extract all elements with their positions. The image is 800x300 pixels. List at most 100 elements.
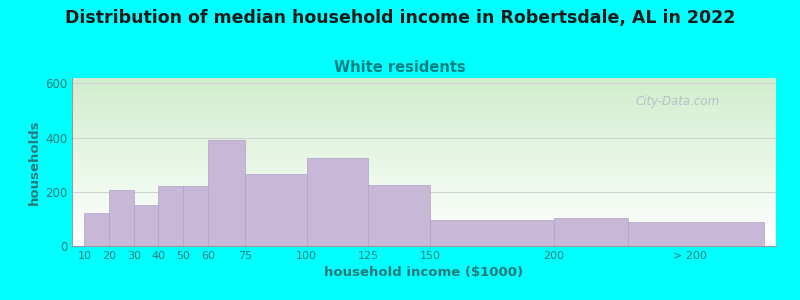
Bar [72, 236, 776, 237]
Bar [72, 180, 776, 181]
Bar [72, 226, 776, 227]
Bar [72, 238, 776, 239]
Bar [72, 201, 776, 202]
Bar [72, 124, 776, 125]
Bar [72, 94, 776, 95]
Bar [72, 183, 776, 184]
Bar [72, 105, 776, 106]
Bar [72, 202, 776, 203]
Bar [72, 223, 776, 224]
Bar [72, 229, 776, 230]
Bar [72, 78, 776, 79]
Bar [430, 220, 554, 246]
Bar [72, 80, 776, 81]
Bar [72, 133, 776, 134]
Bar [158, 186, 183, 246]
Bar [72, 85, 776, 86]
Bar [72, 215, 776, 216]
Bar [72, 85, 776, 86]
Bar [72, 242, 776, 243]
Bar [84, 214, 109, 246]
Bar [72, 178, 776, 179]
Bar [72, 193, 776, 194]
Bar [72, 123, 776, 124]
Bar [72, 129, 776, 130]
Bar [72, 138, 776, 139]
Bar [72, 174, 776, 175]
Bar [208, 140, 245, 246]
Bar [306, 158, 369, 246]
Bar [72, 184, 776, 185]
Bar [72, 163, 776, 164]
Bar [72, 132, 776, 133]
Bar [72, 92, 776, 93]
Bar [72, 166, 776, 167]
Bar [134, 206, 158, 246]
Bar [72, 167, 776, 168]
Bar [72, 99, 776, 100]
Bar [72, 117, 776, 118]
Bar [72, 81, 776, 82]
Bar [72, 241, 776, 242]
Bar [72, 109, 776, 110]
Bar [72, 176, 776, 177]
Y-axis label: households: households [28, 119, 41, 205]
Bar [72, 108, 776, 109]
Bar [72, 225, 776, 226]
Bar [72, 139, 776, 140]
Bar [72, 150, 776, 151]
Bar [72, 205, 776, 206]
Bar [72, 152, 776, 153]
Bar [72, 82, 776, 83]
Bar [72, 188, 776, 189]
Bar [72, 95, 776, 96]
Bar [72, 203, 776, 204]
Bar [72, 148, 776, 149]
Bar [72, 125, 776, 126]
Bar [72, 232, 776, 233]
Bar [72, 161, 776, 162]
Bar [72, 113, 776, 114]
Bar [72, 87, 776, 88]
Bar [72, 119, 776, 120]
Bar [72, 244, 776, 245]
Bar [72, 121, 776, 122]
Bar [72, 195, 776, 196]
Bar [72, 103, 776, 104]
Bar [72, 171, 776, 172]
Bar [72, 214, 776, 215]
Bar [72, 206, 776, 207]
Bar [72, 91, 776, 92]
Text: City-Data.com: City-Data.com [635, 95, 719, 108]
Bar [72, 216, 776, 217]
Bar [72, 175, 776, 176]
Bar [554, 218, 628, 246]
Bar [72, 197, 776, 198]
Bar [72, 86, 776, 87]
Bar [72, 100, 776, 101]
Bar [72, 79, 776, 80]
Bar [72, 122, 776, 123]
Bar [72, 218, 776, 219]
Bar [72, 93, 776, 94]
Text: Distribution of median household income in Robertsdale, AL in 2022: Distribution of median household income … [65, 9, 735, 27]
Bar [72, 227, 776, 228]
Bar [72, 235, 776, 236]
Bar [72, 155, 776, 156]
Bar [72, 146, 776, 147]
Bar [72, 165, 776, 166]
Bar [72, 173, 776, 174]
Bar [72, 90, 776, 91]
Bar [72, 221, 776, 222]
X-axis label: household income ($1000): household income ($1000) [325, 266, 523, 279]
Bar [72, 222, 776, 223]
Bar [72, 189, 776, 190]
Bar [72, 136, 776, 137]
Bar [72, 147, 776, 148]
Bar [72, 137, 776, 138]
Bar [72, 118, 776, 119]
Bar [72, 245, 776, 246]
Bar [72, 209, 776, 210]
Bar [72, 112, 776, 113]
Bar [72, 159, 776, 160]
